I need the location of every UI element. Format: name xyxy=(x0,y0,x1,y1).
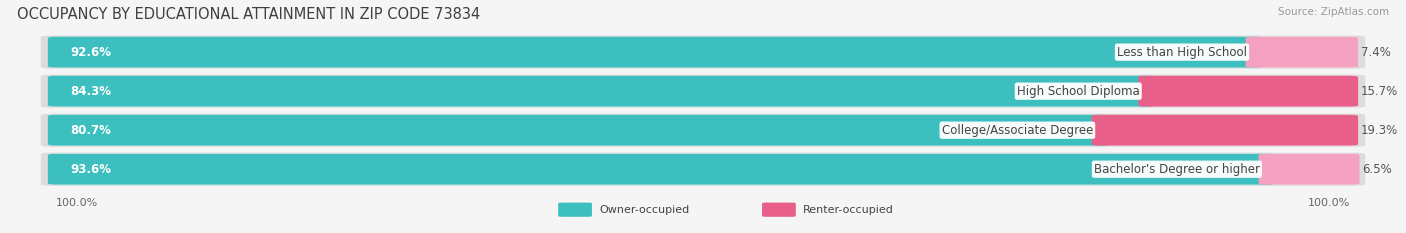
FancyBboxPatch shape xyxy=(48,37,1263,68)
FancyBboxPatch shape xyxy=(41,113,1365,147)
Text: 80.7%: 80.7% xyxy=(70,124,111,137)
Text: 100.0%: 100.0% xyxy=(1308,198,1350,208)
Text: Source: ZipAtlas.com: Source: ZipAtlas.com xyxy=(1278,7,1389,17)
FancyBboxPatch shape xyxy=(1258,154,1360,185)
Text: Less than High School: Less than High School xyxy=(1116,46,1247,59)
Text: High School Diploma: High School Diploma xyxy=(1017,85,1140,98)
Text: Bachelor's Degree or higher: Bachelor's Degree or higher xyxy=(1094,163,1260,176)
Text: 84.3%: 84.3% xyxy=(70,85,111,98)
Text: College/Associate Degree: College/Associate Degree xyxy=(942,124,1092,137)
Text: 7.4%: 7.4% xyxy=(1361,46,1391,59)
FancyBboxPatch shape xyxy=(41,153,1365,186)
FancyBboxPatch shape xyxy=(48,115,1358,146)
FancyBboxPatch shape xyxy=(48,154,1358,185)
FancyBboxPatch shape xyxy=(558,202,592,217)
FancyBboxPatch shape xyxy=(48,76,1156,107)
FancyBboxPatch shape xyxy=(41,75,1365,108)
FancyBboxPatch shape xyxy=(48,76,1358,107)
Text: 19.3%: 19.3% xyxy=(1361,124,1398,137)
Text: 93.6%: 93.6% xyxy=(70,163,111,176)
Text: Renter-occupied: Renter-occupied xyxy=(803,205,894,215)
Text: 92.6%: 92.6% xyxy=(70,46,111,59)
FancyBboxPatch shape xyxy=(762,202,796,217)
Text: OCCUPANCY BY EDUCATIONAL ATTAINMENT IN ZIP CODE 73834: OCCUPANCY BY EDUCATIONAL ATTAINMENT IN Z… xyxy=(17,7,479,22)
FancyBboxPatch shape xyxy=(1246,37,1358,68)
FancyBboxPatch shape xyxy=(1139,76,1358,107)
Text: 100.0%: 100.0% xyxy=(56,198,98,208)
FancyBboxPatch shape xyxy=(48,37,1358,68)
Text: 15.7%: 15.7% xyxy=(1361,85,1398,98)
Text: 6.5%: 6.5% xyxy=(1362,163,1392,176)
FancyBboxPatch shape xyxy=(41,35,1365,69)
Text: Owner-occupied: Owner-occupied xyxy=(599,205,689,215)
FancyBboxPatch shape xyxy=(48,154,1275,185)
FancyBboxPatch shape xyxy=(1091,115,1358,146)
FancyBboxPatch shape xyxy=(48,115,1108,146)
